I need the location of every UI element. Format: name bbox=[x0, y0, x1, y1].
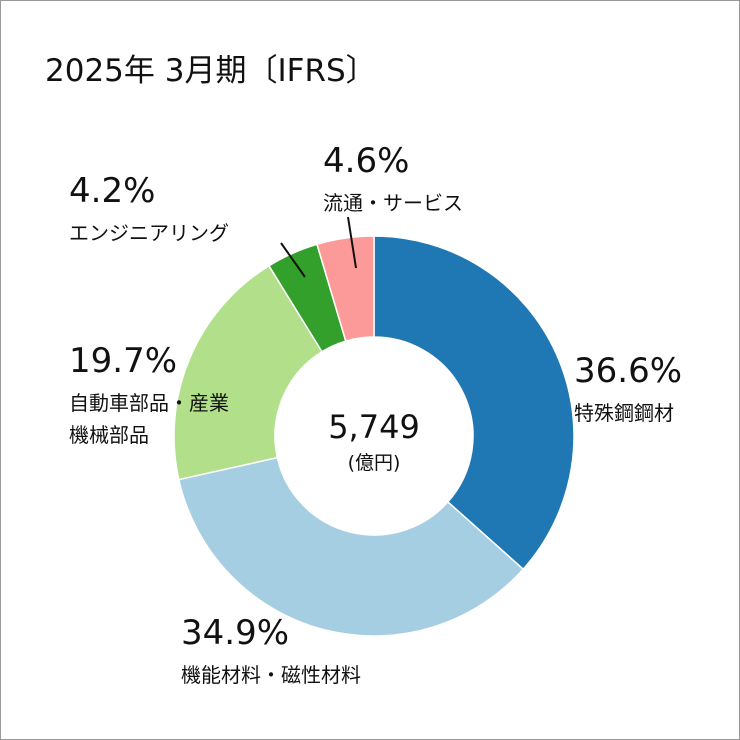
slice-label: 4.6% 流通・サービス bbox=[323, 141, 523, 219]
center-total: 5,749 bbox=[328, 408, 420, 446]
slice-label: 34.9% 機能材料・磁性材料 bbox=[181, 613, 441, 691]
value-label: 4.6% bbox=[323, 141, 410, 181]
slice bbox=[173, 264, 324, 481]
category-label: エンジニアリング bbox=[69, 221, 229, 245]
center-unit: (億円) bbox=[348, 452, 401, 474]
slice bbox=[373, 235, 575, 571]
chart-title: 2025年 3月期〔IFRS〕 bbox=[45, 53, 377, 89]
category-label: 自動車部品・産業機械部品 bbox=[69, 391, 229, 447]
category-label: 特殊鋼鋼材 bbox=[574, 401, 674, 425]
category-label: 機能材料・磁性材料 bbox=[181, 663, 361, 687]
slice-label: 36.6% 特殊鋼鋼材 bbox=[574, 351, 714, 429]
slice bbox=[177, 456, 525, 637]
value-label: 34.9% bbox=[181, 613, 290, 653]
slice bbox=[316, 235, 375, 343]
value-label: 36.6% bbox=[574, 351, 683, 391]
value-label: 4.2% bbox=[69, 171, 156, 211]
category-label: 流通・サービス bbox=[323, 191, 463, 215]
value-label: 19.7% bbox=[69, 341, 178, 381]
leader-line bbox=[280, 242, 306, 278]
slice-label: 4.2% エンジニアリング bbox=[69, 171, 309, 249]
slice-label: 19.7% 自動車部品・産業機械部品 bbox=[69, 341, 229, 451]
leader-line bbox=[347, 216, 357, 269]
